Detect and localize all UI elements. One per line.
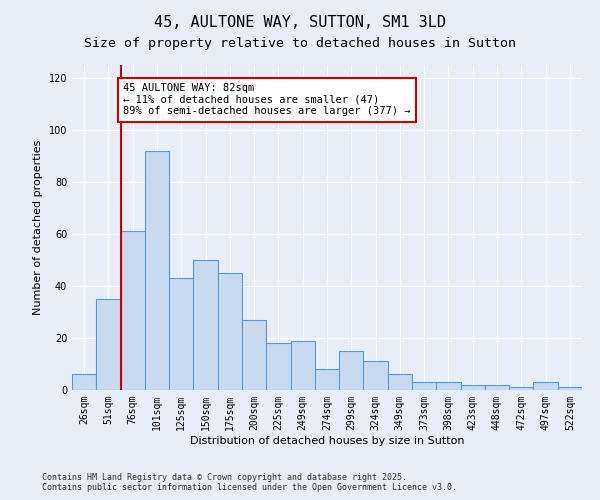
X-axis label: Distribution of detached houses by size in Sutton: Distribution of detached houses by size … (190, 436, 464, 446)
Text: 45 AULTONE WAY: 82sqm
← 11% of detached houses are smaller (47)
89% of semi-deta: 45 AULTONE WAY: 82sqm ← 11% of detached … (123, 83, 410, 116)
Bar (266, 343, 290, 390)
Bar (558, 388, 582, 390)
Bar (169, 278, 193, 390)
Bar (485, 385, 509, 390)
Y-axis label: Number of detached properties: Number of detached properties (33, 140, 43, 315)
Bar (315, 369, 339, 390)
Bar (388, 374, 412, 390)
Text: 45, AULTONE WAY, SUTTON, SM1 3LD: 45, AULTONE WAY, SUTTON, SM1 3LD (154, 15, 446, 30)
Bar (412, 382, 436, 390)
Bar (533, 382, 558, 390)
Bar (290, 340, 315, 390)
Bar (339, 351, 364, 390)
Bar (121, 232, 145, 390)
Bar (364, 362, 388, 390)
Text: Size of property relative to detached houses in Sutton: Size of property relative to detached ho… (84, 38, 516, 51)
Bar (436, 382, 461, 390)
Bar (145, 151, 169, 390)
Bar (96, 299, 121, 390)
Bar (72, 374, 96, 390)
Bar (242, 320, 266, 390)
Bar (461, 385, 485, 390)
Bar (509, 388, 533, 390)
Text: Contains HM Land Registry data © Crown copyright and database right 2025.
Contai: Contains HM Land Registry data © Crown c… (42, 473, 457, 492)
Bar (193, 260, 218, 390)
Bar (218, 273, 242, 390)
